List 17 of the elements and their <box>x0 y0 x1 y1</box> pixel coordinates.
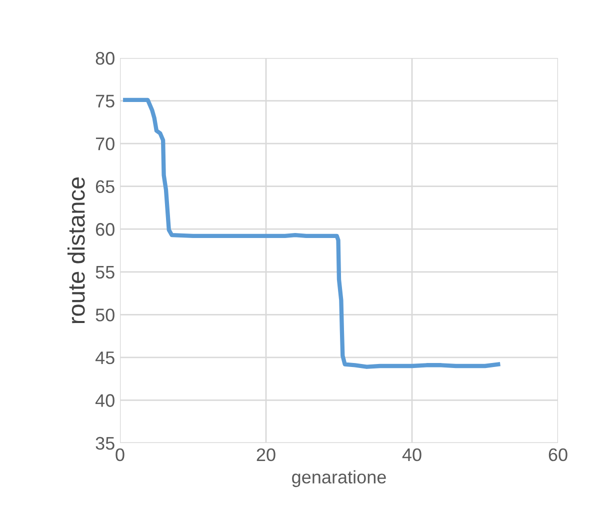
y-tick-label: 80 <box>96 52 114 65</box>
y-tick-label: 35 <box>96 436 114 450</box>
x-tick-label: 60 <box>548 448 568 462</box>
x-tick-label: 40 <box>402 448 422 462</box>
y-tick-label: 45 <box>95 352 114 364</box>
y-axis-title: route distance <box>67 177 85 324</box>
y-tick-label: 40 <box>95 394 114 407</box>
y-tick-label: 75 <box>96 94 114 108</box>
y-tick-label: 70 <box>96 137 114 150</box>
y-tick-label: 60 <box>96 223 114 236</box>
x-tick-label: 20 <box>256 448 276 462</box>
y-tick-label: 50 <box>96 308 114 322</box>
x-axis-title: genaratione <box>292 470 386 488</box>
line-series <box>123 98 500 369</box>
y-tick-label: 65 <box>96 180 114 194</box>
x-tick-label: 0 <box>116 448 124 462</box>
y-tick-label: 55 <box>96 266 114 279</box>
